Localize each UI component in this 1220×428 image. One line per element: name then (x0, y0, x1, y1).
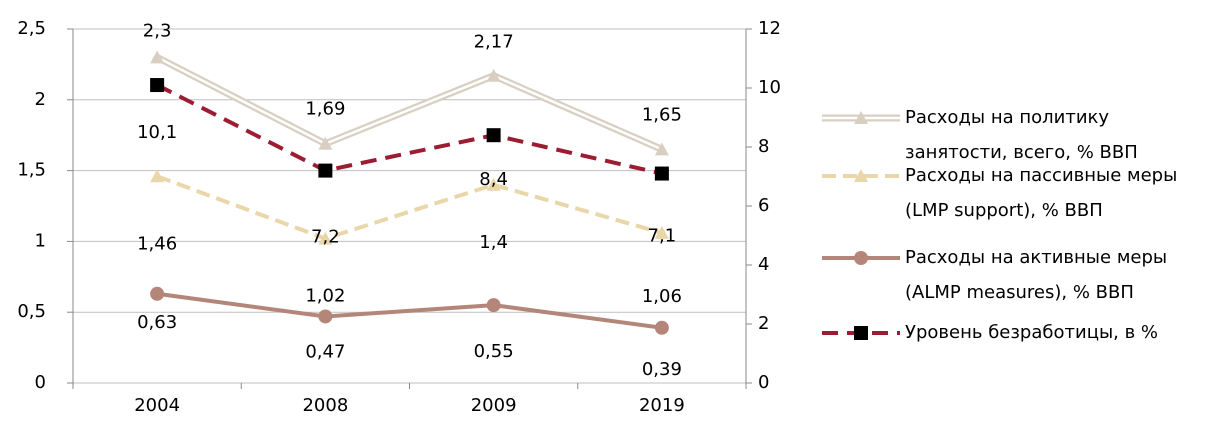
y-tick-label: 2 (35, 89, 46, 110)
data-label: 2,3 (143, 20, 172, 41)
y-tick-label: 2,5 (17, 18, 46, 39)
legend-label: Расходы на политику занятости, всего, % … (905, 107, 1138, 163)
marker (486, 177, 501, 191)
data-label: 0,55 (474, 341, 514, 362)
data-label: 8,4 (479, 169, 508, 190)
data-label: 1,06 (642, 286, 682, 307)
data-label: 1,46 (137, 233, 177, 254)
y-tick-label: 1,5 (17, 160, 46, 181)
marker (150, 169, 165, 183)
y2-tick-label: 12 (758, 18, 781, 39)
series-line-inner (156, 56, 663, 151)
series-line (156, 174, 663, 241)
data-label: 1,02 (305, 286, 345, 307)
data-label: 1,69 (305, 99, 345, 120)
y-tick-label: 0 (35, 372, 46, 393)
marker (654, 166, 669, 181)
y-tick-label: 1 (35, 230, 46, 251)
x-tick-label: 2004 (134, 395, 180, 416)
marker (854, 251, 868, 265)
data-label: 10,1 (137, 122, 177, 143)
data-label: 0,63 (137, 312, 177, 333)
marker (486, 298, 501, 313)
data-label: 0,47 (305, 341, 345, 362)
y2-tick-label: 10 (758, 77, 781, 98)
data-label: 1,4 (479, 232, 508, 253)
x-tick-label: 2009 (471, 395, 517, 416)
y2-tick-label: 6 (758, 195, 769, 216)
y2-tick-label: 4 (758, 254, 769, 275)
y-tick-label: 0,5 (17, 301, 46, 322)
legend-label: Уровень безработицы, в % (905, 322, 1159, 343)
data-label: 7,1 (648, 226, 677, 247)
x-tick-label: 2008 (302, 395, 348, 416)
x-tick-label: 2019 (639, 395, 685, 416)
data-label: 2,17 (474, 32, 514, 53)
legend-label: Расходы на пассивные меры (LMP support),… (905, 165, 1178, 221)
y2-tick-label: 0 (758, 372, 769, 393)
marker (486, 68, 501, 82)
marker (854, 111, 868, 124)
marker (318, 136, 333, 150)
marker (486, 128, 501, 143)
data-label: 7,2 (311, 227, 340, 248)
series-line (156, 291, 663, 330)
marker (654, 320, 669, 335)
marker (318, 163, 333, 178)
marker (318, 309, 333, 324)
y2-tick-label: 2 (758, 313, 769, 334)
marker (854, 169, 868, 182)
marker (654, 142, 669, 156)
marker (654, 225, 669, 239)
marker (150, 50, 165, 64)
marker (150, 78, 165, 93)
y2-tick-label: 8 (758, 136, 769, 157)
legend-label: Расходы на активные меры (ALMP measures)… (905, 247, 1168, 303)
marker (854, 326, 868, 340)
data-label: 1,65 (642, 104, 682, 125)
series-line (155, 54, 664, 153)
marker (150, 286, 165, 301)
data-label: 0,39 (642, 359, 682, 380)
marker (318, 231, 333, 245)
